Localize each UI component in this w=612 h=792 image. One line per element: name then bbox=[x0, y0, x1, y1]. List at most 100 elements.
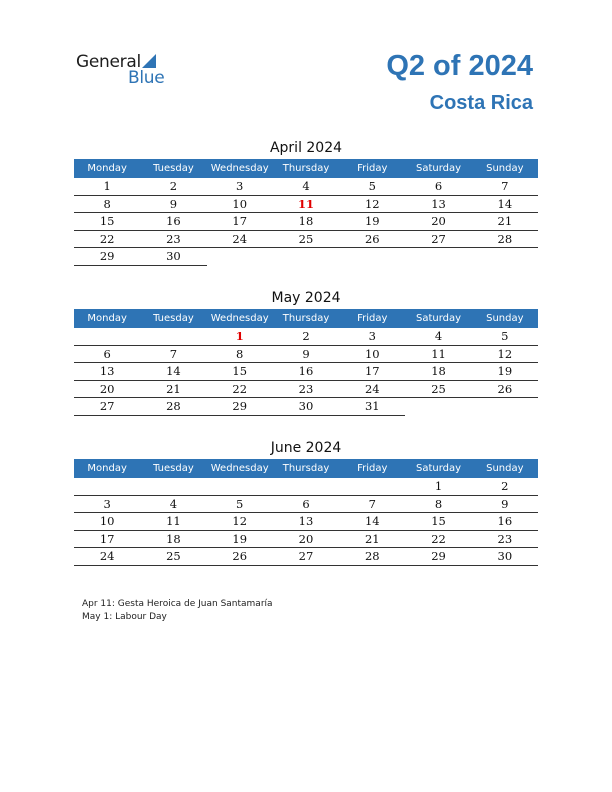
day-cell: 28 bbox=[339, 547, 406, 566]
weekday-header: Wednesday bbox=[206, 459, 273, 478]
day-cell: 6 bbox=[272, 495, 340, 513]
day-cell: 26 bbox=[471, 380, 538, 398]
weekday-header: Saturday bbox=[405, 309, 472, 328]
day-cell: 2 bbox=[471, 478, 538, 496]
day-cell: 22 bbox=[74, 230, 141, 248]
day-cell: 4 bbox=[272, 178, 340, 196]
weekday-header: Friday bbox=[339, 459, 406, 478]
day-cell: 12 bbox=[471, 345, 538, 363]
calendar-table: Monday Tuesday Wednesday Thursday Friday Satu… bbox=[74, 159, 538, 266]
day-cell: 1 bbox=[74, 178, 141, 196]
day-cell bbox=[74, 328, 141, 346]
holiday-note: Apr 11: Gesta Heroica de Juan Santamaría bbox=[82, 599, 273, 609]
day-cell: 18 bbox=[272, 212, 340, 231]
day-cell: 29 bbox=[206, 397, 273, 416]
weekday-header: Thursday bbox=[272, 159, 340, 178]
week-row: 13 14 15 16 17 18 19 bbox=[74, 362, 538, 381]
day-cell: 7 bbox=[140, 345, 207, 363]
calendar-table: Monday Tuesday Wednesday Thursday Friday Satu… bbox=[74, 459, 538, 566]
day-cell bbox=[405, 248, 471, 266]
logo-triangle-icon bbox=[142, 54, 156, 68]
logo-text-general: General bbox=[76, 52, 141, 72]
day-cell: 6 bbox=[405, 178, 472, 196]
day-cell: 29 bbox=[405, 547, 472, 566]
weekday-header: Saturday bbox=[405, 159, 472, 178]
day-cell: 30 bbox=[471, 547, 538, 566]
day-cell: 15 bbox=[405, 512, 472, 531]
weekday-header: Wednesday bbox=[206, 309, 273, 328]
day-cell bbox=[339, 248, 405, 266]
month-title: June 2024 bbox=[270, 440, 342, 456]
day-cell: 21 bbox=[471, 212, 538, 231]
day-cell: 28 bbox=[140, 397, 207, 416]
week-row: 8 9 10 11 12 13 14 bbox=[74, 195, 538, 213]
day-cell: 1 bbox=[405, 478, 472, 496]
holiday-notes: Apr 11: Gesta Heroica de Juan Santamaría… bbox=[82, 598, 273, 624]
day-cell: 26 bbox=[339, 230, 406, 248]
day-cell: 22 bbox=[405, 530, 472, 548]
weekday-header: Thursday bbox=[272, 459, 340, 478]
day-cell: 26 bbox=[206, 547, 273, 566]
day-cell: 27 bbox=[405, 230, 472, 248]
day-cell: 17 bbox=[206, 212, 273, 231]
day-cell: 15 bbox=[206, 362, 273, 381]
day-cell: 8 bbox=[206, 345, 273, 363]
day-cell: 25 bbox=[272, 230, 340, 248]
weekday-header-row: Monday Tuesday Wednesday Thursday Friday Satu… bbox=[74, 459, 538, 478]
day-cell: 7 bbox=[339, 495, 406, 513]
weekday-header: Sunday bbox=[471, 159, 538, 178]
day-cell: 24 bbox=[74, 547, 141, 566]
weekday-header: Saturday bbox=[405, 459, 472, 478]
day-cell: 3 bbox=[339, 328, 406, 346]
day-cell: 30 bbox=[272, 397, 340, 416]
month-may: May 2024 Monday Tuesday Wednesday Thursday F… bbox=[74, 287, 538, 416]
day-cell bbox=[339, 478, 406, 496]
day-cell: 25 bbox=[140, 547, 207, 566]
month-june: June 2024 Monday Tuesday Wednesday Thursday… bbox=[74, 437, 538, 566]
day-cell: 12 bbox=[206, 512, 273, 531]
weekday-header: Wednesday bbox=[206, 159, 273, 178]
week-row: 29 30 bbox=[74, 247, 538, 266]
weekday-header: Tuesday bbox=[140, 159, 207, 178]
day-cell: 16 bbox=[140, 212, 207, 231]
day-cell bbox=[472, 398, 538, 416]
day-cell: 8 bbox=[405, 495, 472, 513]
day-cell: 3 bbox=[206, 178, 273, 196]
week-row: 22 23 24 25 26 27 28 bbox=[74, 230, 538, 248]
day-cell: 24 bbox=[339, 380, 406, 398]
day-cell: 9 bbox=[140, 195, 207, 213]
day-cell: 16 bbox=[471, 512, 538, 531]
weekday-header: Friday bbox=[339, 309, 406, 328]
day-cell: 20 bbox=[74, 380, 141, 398]
day-cell bbox=[206, 478, 273, 496]
month-title: April 2024 bbox=[269, 140, 343, 156]
weekday-header: Friday bbox=[339, 159, 406, 178]
week-row: 27 28 29 30 31 bbox=[74, 397, 538, 416]
day-cell: 19 bbox=[339, 212, 406, 231]
day-cell: 5 bbox=[339, 178, 406, 196]
calendar-table: Monday Tuesday Wednesday Thursday Friday Satu… bbox=[74, 309, 538, 416]
day-cell bbox=[140, 478, 207, 496]
day-cell: 2 bbox=[140, 178, 207, 196]
day-cell: 27 bbox=[74, 397, 141, 416]
day-cell: 23 bbox=[471, 530, 538, 548]
day-cell: 19 bbox=[206, 530, 273, 548]
day-cell: 28 bbox=[471, 230, 538, 248]
day-cell: 9 bbox=[272, 345, 340, 363]
day-cell bbox=[272, 478, 340, 496]
month-april: April 2024 Monday Tuesday Wednesday Thursda… bbox=[74, 137, 538, 266]
logo-text-blue: Blue bbox=[128, 68, 165, 88]
day-cell: 13 bbox=[272, 512, 340, 531]
day-cell: 21 bbox=[140, 380, 207, 398]
day-cell bbox=[273, 248, 339, 266]
week-row: 15 16 17 18 19 20 21 bbox=[74, 212, 538, 231]
day-cell: 18 bbox=[140, 530, 207, 548]
day-cell: 4 bbox=[405, 328, 472, 346]
day-cell: 16 bbox=[272, 362, 340, 381]
day-cell: 11 bbox=[140, 512, 207, 531]
week-row: 6 7 8 9 10 11 12 bbox=[74, 345, 538, 363]
day-cell: 10 bbox=[74, 512, 141, 531]
